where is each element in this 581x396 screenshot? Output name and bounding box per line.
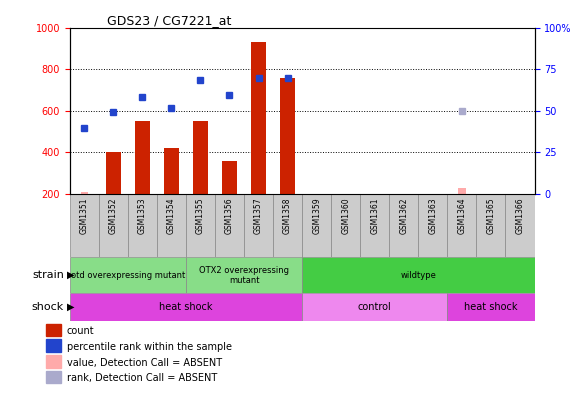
- Text: percentile rank within the sample: percentile rank within the sample: [67, 342, 232, 352]
- Bar: [302, 257, 535, 293]
- Bar: [70, 194, 99, 257]
- Bar: [99, 194, 128, 257]
- Text: GSM1360: GSM1360: [341, 197, 350, 234]
- Bar: [135, 121, 150, 194]
- Text: GSM1352: GSM1352: [109, 197, 118, 234]
- Bar: [193, 121, 208, 194]
- Bar: [244, 194, 273, 257]
- Text: GSM1361: GSM1361: [370, 197, 379, 234]
- Text: GSM1356: GSM1356: [225, 197, 234, 234]
- Text: strain: strain: [32, 270, 64, 280]
- Text: GSM1354: GSM1354: [167, 197, 176, 234]
- Bar: [46, 324, 61, 337]
- Bar: [46, 339, 61, 352]
- Bar: [447, 293, 535, 321]
- Text: GSM1363: GSM1363: [428, 197, 437, 234]
- Text: GDS23 / CG7221_at: GDS23 / CG7221_at: [107, 13, 231, 27]
- Bar: [447, 194, 476, 257]
- Text: heat shock: heat shock: [159, 302, 213, 312]
- Text: ▶: ▶: [67, 302, 74, 312]
- Text: value, Detection Call = ABSENT: value, Detection Call = ABSENT: [67, 358, 222, 368]
- Text: GSM1351: GSM1351: [80, 197, 89, 234]
- Bar: [458, 188, 465, 194]
- Text: otd overexpressing mutant: otd overexpressing mutant: [71, 271, 185, 280]
- Bar: [273, 194, 302, 257]
- Text: GSM1359: GSM1359: [312, 197, 321, 234]
- Bar: [331, 194, 360, 257]
- Text: wildtype: wildtype: [400, 271, 436, 280]
- Bar: [70, 257, 186, 293]
- Text: GSM1366: GSM1366: [515, 197, 525, 234]
- Bar: [128, 194, 157, 257]
- Bar: [280, 78, 295, 194]
- Bar: [46, 371, 61, 383]
- Text: GSM1355: GSM1355: [196, 197, 205, 234]
- Bar: [418, 194, 447, 257]
- Text: GSM1364: GSM1364: [457, 197, 467, 234]
- Bar: [251, 42, 266, 194]
- Text: rank, Detection Call = ABSENT: rank, Detection Call = ABSENT: [67, 373, 217, 383]
- Text: GSM1358: GSM1358: [283, 197, 292, 234]
- Bar: [46, 355, 61, 368]
- Bar: [505, 194, 535, 257]
- Bar: [70, 293, 302, 321]
- Bar: [164, 148, 179, 194]
- Bar: [476, 194, 505, 257]
- Bar: [81, 192, 88, 194]
- Bar: [186, 257, 302, 293]
- Bar: [389, 194, 418, 257]
- Text: ▶: ▶: [67, 270, 74, 280]
- Text: GSM1353: GSM1353: [138, 197, 147, 234]
- Bar: [157, 194, 186, 257]
- Bar: [215, 194, 244, 257]
- Text: GSM1365: GSM1365: [486, 197, 496, 234]
- Text: GSM1357: GSM1357: [254, 197, 263, 234]
- Text: OTX2 overexpressing
mutant: OTX2 overexpressing mutant: [199, 266, 289, 285]
- Bar: [302, 293, 447, 321]
- Text: count: count: [67, 326, 95, 337]
- Bar: [302, 194, 331, 257]
- Text: heat shock: heat shock: [464, 302, 518, 312]
- Bar: [222, 161, 237, 194]
- Text: GSM1362: GSM1362: [399, 197, 408, 234]
- Text: control: control: [358, 302, 392, 312]
- Bar: [186, 194, 215, 257]
- Text: shock: shock: [31, 302, 64, 312]
- Bar: [360, 194, 389, 257]
- Bar: [106, 152, 121, 194]
